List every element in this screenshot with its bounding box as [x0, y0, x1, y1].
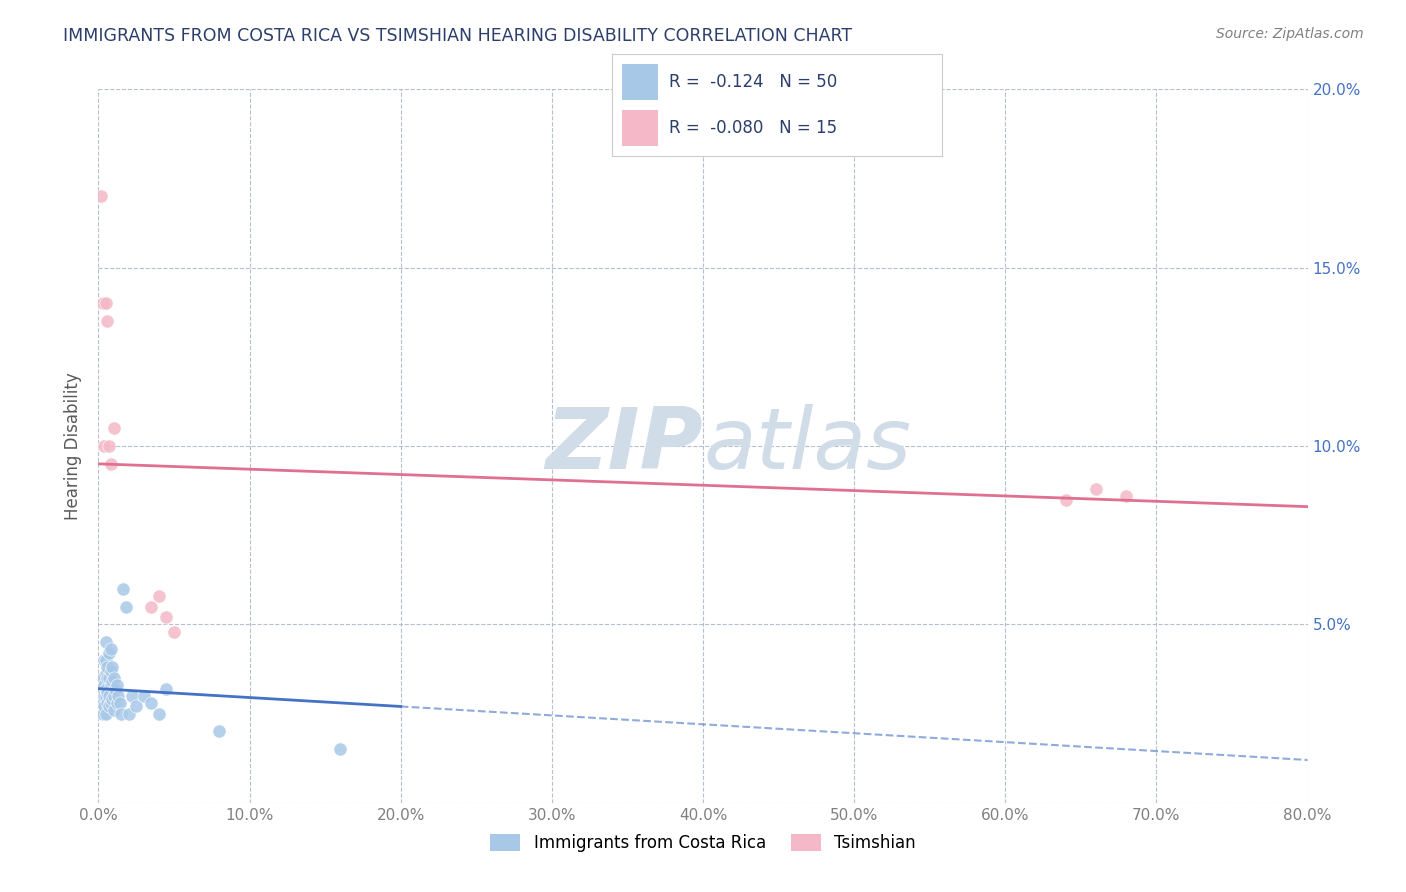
Point	[101, 660, 124, 674]
Point	[163, 624, 186, 639]
Point	[98, 439, 121, 453]
Point	[91, 681, 114, 696]
Point	[94, 706, 117, 721]
Point	[96, 660, 118, 674]
Point	[96, 671, 118, 685]
Point	[100, 696, 122, 710]
Point	[125, 699, 148, 714]
Point	[90, 189, 112, 203]
Point	[141, 599, 163, 614]
Point	[98, 671, 121, 685]
Point	[93, 653, 115, 667]
Point	[1115, 489, 1137, 503]
Point	[98, 646, 121, 660]
Point	[101, 692, 124, 706]
Point	[111, 582, 134, 596]
Point	[148, 589, 170, 603]
Point	[104, 681, 127, 696]
FancyBboxPatch shape	[621, 64, 658, 100]
FancyBboxPatch shape	[621, 110, 658, 145]
Point	[148, 706, 170, 721]
Text: Source: ZipAtlas.com: Source: ZipAtlas.com	[1216, 27, 1364, 41]
Point	[98, 699, 121, 714]
Point	[91, 296, 114, 310]
Point	[118, 706, 141, 721]
Point	[91, 671, 114, 685]
Point	[155, 610, 177, 624]
Legend: Immigrants from Costa Rica, Tsimshian: Immigrants from Costa Rica, Tsimshian	[484, 827, 922, 859]
Point	[98, 689, 121, 703]
Point	[103, 421, 125, 435]
Point	[103, 671, 125, 685]
Text: IMMIGRANTS FROM COSTA RICA VS TSIMSHIAN HEARING DISABILITY CORRELATION CHART: IMMIGRANTS FROM COSTA RICA VS TSIMSHIAN …	[63, 27, 852, 45]
Point	[94, 653, 117, 667]
Point	[100, 457, 122, 471]
Point	[132, 689, 155, 703]
Point	[93, 439, 115, 453]
Point	[155, 681, 177, 696]
Text: R =  -0.080   N = 15: R = -0.080 N = 15	[669, 119, 838, 136]
Point	[100, 642, 122, 657]
Text: R =  -0.124   N = 50: R = -0.124 N = 50	[669, 73, 838, 91]
Y-axis label: Hearing Disability: Hearing Disability	[65, 372, 83, 520]
Point	[93, 678, 115, 692]
Point	[329, 742, 352, 756]
Point	[108, 696, 131, 710]
Point	[107, 689, 129, 703]
Point	[90, 689, 112, 703]
Point	[93, 689, 115, 703]
Point	[94, 667, 117, 681]
Point	[141, 696, 163, 710]
Point	[100, 678, 122, 692]
Point	[91, 706, 114, 721]
Text: atlas: atlas	[703, 404, 911, 488]
Point	[96, 314, 118, 328]
Point	[103, 703, 125, 717]
Point	[91, 696, 114, 710]
Point	[100, 664, 122, 678]
Point	[1054, 492, 1077, 507]
Point	[101, 674, 124, 689]
Point	[94, 635, 117, 649]
Point	[105, 696, 128, 710]
Point	[110, 706, 132, 721]
Point	[93, 699, 115, 714]
Point	[94, 689, 117, 703]
Point	[1085, 482, 1108, 496]
Point	[114, 599, 136, 614]
Text: ZIP: ZIP	[546, 404, 703, 488]
Point	[121, 689, 143, 703]
Point	[96, 696, 118, 710]
Point	[94, 296, 117, 310]
Point	[208, 724, 231, 739]
Point	[94, 681, 117, 696]
Point	[105, 678, 128, 692]
Point	[96, 685, 118, 699]
Point	[103, 689, 125, 703]
